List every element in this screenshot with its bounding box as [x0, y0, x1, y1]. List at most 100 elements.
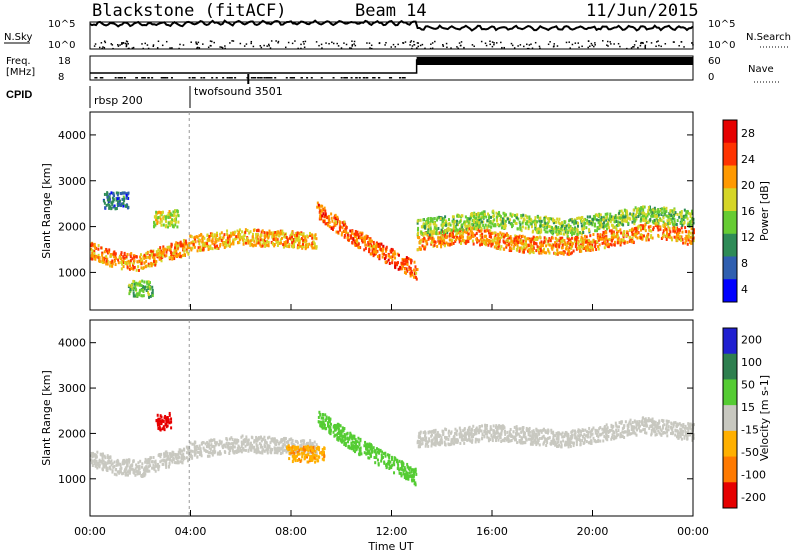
power-point — [438, 241, 441, 245]
power-point — [159, 252, 162, 256]
power-point — [121, 262, 124, 266]
power-point — [481, 220, 484, 224]
velocity-point — [94, 464, 97, 468]
velocity-point — [300, 439, 303, 443]
power-point — [364, 246, 367, 250]
power-point — [683, 221, 686, 225]
power-point — [91, 242, 94, 246]
nsearch-point — [303, 43, 305, 45]
power-point — [214, 245, 217, 249]
power-point — [294, 232, 297, 236]
velocity-point — [157, 466, 160, 470]
power-point — [496, 238, 499, 242]
power-point — [108, 206, 111, 210]
velocity-point — [302, 442, 305, 446]
nsearch-point — [460, 41, 463, 43]
nsearch-point — [530, 43, 532, 45]
power-point — [431, 239, 434, 243]
power-point — [333, 222, 336, 226]
power-point — [586, 245, 589, 249]
velocity-point — [159, 460, 162, 464]
velocity-point — [281, 444, 284, 448]
power-point — [545, 226, 548, 230]
velocity-point — [177, 460, 180, 464]
power-point — [122, 195, 125, 199]
power-point — [162, 250, 165, 254]
power-point — [598, 225, 601, 229]
nsearch-point — [593, 45, 595, 48]
velocity-point — [398, 471, 401, 475]
power-point — [209, 246, 212, 250]
power-point — [187, 252, 190, 256]
power-point — [112, 198, 115, 202]
power-point — [135, 281, 138, 285]
power-point — [423, 226, 426, 230]
power-point — [649, 225, 652, 229]
power-point — [280, 236, 283, 240]
velocity-point — [322, 416, 325, 420]
velocity-point — [325, 415, 328, 419]
power-point — [350, 229, 353, 233]
power-point — [647, 220, 650, 224]
power-point — [211, 233, 214, 237]
power-point — [538, 219, 541, 223]
velocity-point — [388, 463, 391, 467]
nave-point — [250, 77, 253, 79]
power-point — [668, 218, 671, 222]
power-point — [599, 233, 602, 237]
nave-point — [269, 77, 272, 79]
power-point — [310, 244, 313, 248]
power-point — [441, 239, 444, 243]
power-point — [619, 241, 622, 245]
velocity-point — [283, 448, 286, 452]
nsearch-point — [370, 47, 373, 50]
velocity-point — [134, 467, 137, 471]
power-point — [620, 213, 623, 217]
velocity-point — [244, 444, 247, 448]
power-point — [105, 249, 108, 253]
velocity-point — [172, 456, 175, 460]
power-point — [241, 230, 244, 234]
power-colorbar-tick-label: 24 — [741, 153, 755, 166]
nave-point — [267, 77, 270, 79]
power-point — [677, 228, 680, 232]
power-point — [432, 237, 435, 241]
power-point — [297, 235, 300, 239]
power-point — [130, 266, 133, 270]
power-point — [461, 238, 464, 242]
power-point — [331, 228, 334, 232]
nave-point — [143, 77, 146, 79]
power-point — [175, 252, 178, 256]
power-point — [632, 228, 635, 232]
power-point — [499, 217, 502, 221]
power-point — [319, 216, 322, 220]
power-point — [279, 238, 282, 242]
power-point — [431, 236, 434, 240]
velocity-point — [211, 438, 214, 442]
power-point — [325, 222, 328, 226]
velocity-point — [280, 440, 283, 444]
power-point — [681, 238, 684, 242]
nsearch-point — [513, 47, 516, 49]
power-point — [635, 217, 638, 221]
velocity-point — [100, 453, 103, 457]
power-point — [457, 231, 460, 235]
velocity-point — [412, 469, 415, 473]
power-point — [678, 215, 681, 219]
power-point — [547, 242, 550, 246]
power-point — [194, 235, 197, 239]
power-point — [394, 266, 397, 270]
power-point — [164, 254, 167, 258]
power-point — [531, 220, 534, 224]
nsearch-point — [635, 40, 637, 42]
velocity-point — [200, 451, 203, 455]
power-point — [155, 210, 158, 214]
power-point — [153, 255, 156, 259]
velocity-point — [142, 472, 145, 476]
nsearch-point — [161, 44, 164, 47]
power-point — [612, 233, 615, 237]
power-point — [516, 237, 519, 241]
power-point — [588, 220, 591, 224]
power-point — [457, 223, 460, 227]
velocity-point — [224, 445, 227, 449]
